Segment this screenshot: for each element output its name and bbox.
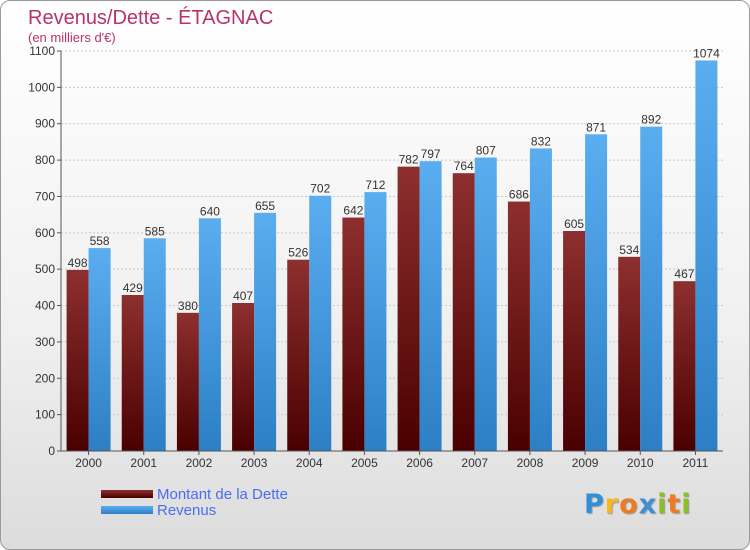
- bar-revenus: [309, 195, 332, 451]
- bar-revenus: [585, 134, 608, 452]
- bar-revenus: [198, 218, 221, 451]
- y-tick-label: 900: [35, 117, 55, 131]
- bar-revenus: [254, 212, 277, 451]
- data-label-debt: 498: [68, 256, 88, 270]
- bar-debt: [563, 231, 586, 451]
- bar-debt: [507, 201, 530, 451]
- data-label-revenus: 558: [90, 234, 110, 248]
- chart-title: Revenus/Dette - ÉTAGNAC: [28, 7, 274, 29]
- x-tick-label: 2006: [406, 456, 433, 470]
- x-tick-label: 2003: [241, 456, 268, 470]
- legend-label-debt: Montant de la Dette: [157, 486, 288, 503]
- bar-debt: [121, 295, 144, 451]
- bar-revenus: [695, 60, 718, 452]
- y-tick-label: 100: [35, 408, 55, 422]
- logo-letter: t: [667, 489, 682, 520]
- data-label-debt: 605: [564, 217, 584, 231]
- x-tick-label: 2009: [572, 456, 599, 470]
- data-label-revenus: 871: [586, 120, 606, 134]
- y-tick-label: 600: [35, 226, 55, 240]
- logo-letter: P: [584, 489, 605, 520]
- y-tick-label: 1100: [29, 44, 55, 58]
- x-tick-label: 2005: [351, 456, 378, 470]
- bars: [66, 60, 718, 452]
- data-label-debt: 534: [619, 243, 639, 257]
- logo-letter: i: [681, 489, 692, 520]
- x-tick-label: 2011: [683, 456, 709, 470]
- data-label-debt: 380: [178, 299, 198, 313]
- x-tick-label: 2004: [296, 456, 323, 470]
- bar-revenus: [640, 126, 663, 452]
- data-label-debt: 642: [343, 204, 363, 218]
- bar-debt: [342, 217, 365, 451]
- data-label-debt: 526: [288, 246, 308, 260]
- y-tick-label: 700: [35, 189, 55, 203]
- y-tick-label: 1000: [28, 80, 55, 94]
- data-label-debt: 686: [509, 188, 529, 202]
- data-label-revenus: 712: [365, 178, 385, 192]
- data-label-revenus: 797: [421, 147, 441, 161]
- logo-letter: x: [638, 489, 658, 520]
- logo-letter: r: [604, 489, 620, 520]
- data-label-debt: 467: [674, 267, 694, 281]
- data-label-revenus: 807: [476, 144, 496, 158]
- y-tick-label: 800: [35, 153, 55, 167]
- bar-debt: [287, 259, 310, 451]
- x-tick-label: 2001: [130, 456, 157, 470]
- data-label-revenus: 1074: [693, 46, 720, 60]
- axes: 0 100 200 300 400 500 600 700 800 900 1000 1100 2000…: [28, 44, 723, 470]
- x-tick-label: 2007: [461, 456, 488, 470]
- x-tick-label: 2000: [75, 456, 102, 470]
- x-tick-label: 2010: [627, 456, 654, 470]
- legend-swatch-revenus: [101, 506, 153, 514]
- bar-debt: [673, 281, 696, 451]
- data-label-revenus: 832: [531, 134, 551, 148]
- bar-debt: [397, 166, 420, 452]
- bar-revenus: [474, 157, 497, 451]
- proxiti-logo: Proxiti: [584, 489, 692, 520]
- legend-swatch-debt: [101, 490, 153, 498]
- y-tick-label: 200: [35, 371, 55, 385]
- data-label-debt: 407: [233, 289, 253, 303]
- y-tick-label: 300: [35, 335, 55, 349]
- x-tick-label: 2008: [517, 456, 544, 470]
- data-label-revenus: 655: [255, 199, 275, 213]
- data-label-revenus: 585: [145, 224, 165, 238]
- bar-revenus: [143, 238, 166, 451]
- y-tick-label: 0: [48, 444, 55, 458]
- data-label-revenus: 892: [641, 113, 661, 127]
- bar-revenus: [419, 161, 442, 451]
- data-label-debt: 782: [399, 153, 419, 167]
- x-tick-label: 2002: [186, 456, 213, 470]
- bar-debt: [232, 303, 255, 451]
- legend-label-revenus: Revenus: [157, 502, 217, 519]
- data-label-revenus: 640: [200, 204, 220, 218]
- chart-subtitle: (en milliers d'€): [28, 30, 116, 45]
- bar-revenus: [529, 148, 552, 452]
- bar-debt: [176, 312, 199, 451]
- data-label-revenus: 702: [310, 182, 330, 196]
- bar-debt: [452, 173, 475, 451]
- logo-letter: o: [619, 489, 639, 520]
- y-tick-label: 400: [35, 299, 55, 313]
- bar-revenus: [364, 192, 387, 451]
- logo-letter: i: [657, 489, 668, 520]
- data-label-debt: 764: [454, 159, 474, 173]
- bar-debt: [66, 269, 89, 451]
- data-label-debt: 429: [123, 281, 143, 295]
- bar-revenus: [88, 248, 111, 451]
- y-tick-label: 500: [35, 262, 55, 276]
- bar-debt: [618, 256, 641, 451]
